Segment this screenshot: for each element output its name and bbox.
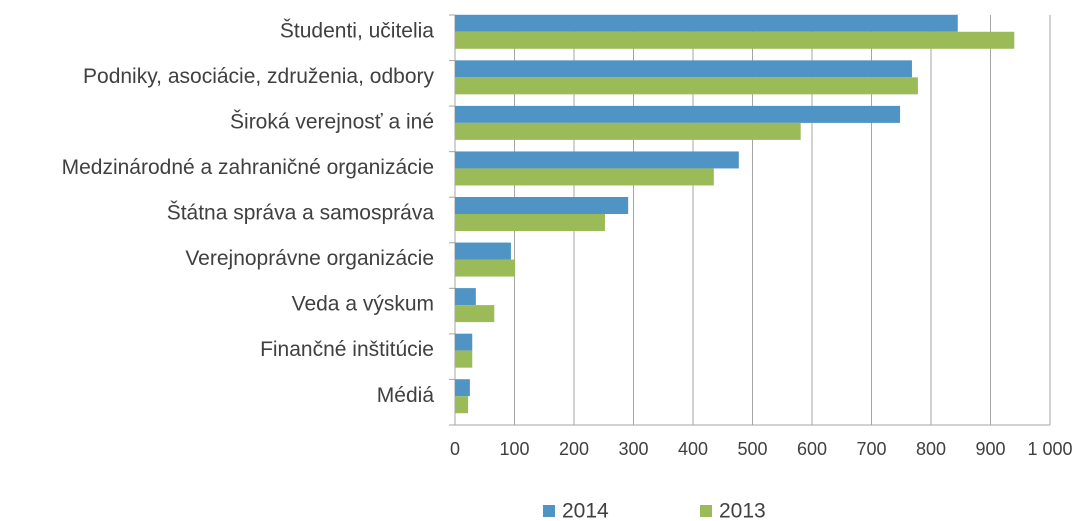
bar — [455, 259, 516, 277]
x-tick-label: 200 — [559, 439, 589, 459]
bar — [455, 105, 901, 123]
x-tick-label: 300 — [618, 439, 648, 459]
x-tick-label: 600 — [797, 439, 827, 459]
x-tick-label: 100 — [499, 439, 529, 459]
x-tick-label: 1 000 — [1027, 439, 1072, 459]
bar — [455, 77, 918, 95]
y-tick-label: Medzinárodné a zahraničné organizácie — [62, 156, 434, 179]
y-tick-label: Verejnoprávne organizácie — [185, 247, 434, 270]
legend-label: 2014 — [562, 500, 609, 521]
x-tick-label: 400 — [678, 439, 708, 459]
x-tick-label: 800 — [916, 439, 946, 459]
y-tick-label: Široká verejnosť a iné — [230, 110, 434, 133]
bar — [455, 350, 473, 368]
y-tick-label: Podniky, asociácie, združenia, odbory — [83, 65, 434, 88]
bar — [455, 305, 495, 323]
y-tick-label: Veda a výskum — [292, 293, 434, 316]
y-tick-label: Študenti, učitelia — [280, 19, 434, 42]
bar — [455, 151, 739, 169]
y-tick-label: Finančné inštitúcie — [260, 338, 434, 361]
legend-swatch — [700, 505, 712, 517]
x-tick-label: 500 — [737, 439, 767, 459]
bar — [455, 122, 801, 140]
x-tick-label: 0 — [450, 439, 460, 459]
legend-swatch — [543, 505, 555, 517]
x-tick-label: 900 — [975, 439, 1005, 459]
bar — [455, 31, 1015, 49]
bar — [455, 60, 912, 78]
y-tick-label: Štátna správa a samospráva — [167, 202, 435, 225]
bar — [455, 379, 470, 397]
legend-label: 2013 — [719, 500, 766, 521]
bar — [455, 197, 629, 214]
bar — [455, 214, 605, 231]
bar — [455, 168, 714, 186]
bar — [455, 396, 469, 414]
bar — [455, 14, 958, 32]
bar — [455, 242, 511, 260]
x-tick-label: 700 — [856, 439, 886, 459]
bar — [455, 288, 476, 306]
y-tick-label: Médiá — [377, 384, 435, 407]
bar — [455, 333, 473, 351]
